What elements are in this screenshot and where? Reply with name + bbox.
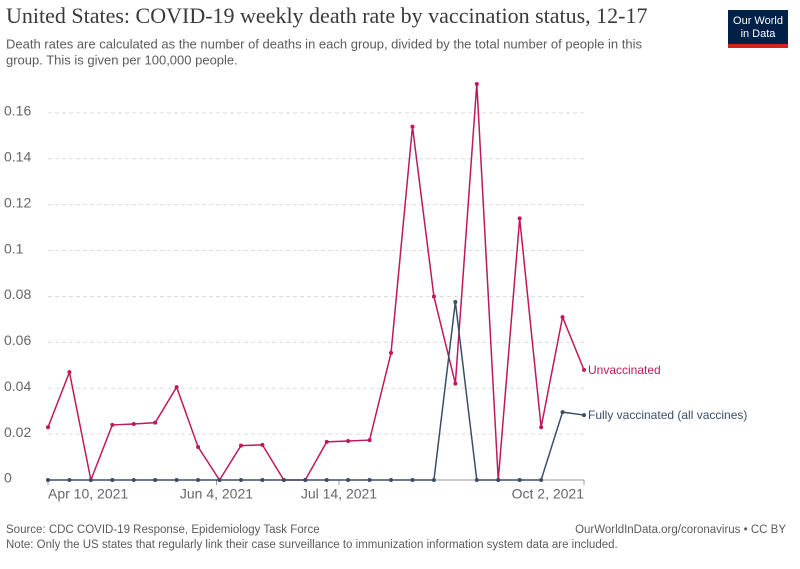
data-point xyxy=(560,410,565,415)
data-point xyxy=(46,425,50,430)
data-point xyxy=(238,443,243,448)
data-point xyxy=(324,439,329,444)
x-tick-label: Oct 2, 2021 xyxy=(512,486,585,502)
data-point xyxy=(410,124,415,129)
data-point xyxy=(260,478,265,482)
data-point xyxy=(260,442,265,447)
data-point xyxy=(131,478,136,482)
chart-title: United States: COVID-19 weekly death rat… xyxy=(6,3,648,28)
y-tick-label: 0.12 xyxy=(4,194,31,210)
y-tick-label: 0 xyxy=(4,470,12,486)
data-point xyxy=(174,478,179,482)
data-point xyxy=(281,478,286,482)
data-point xyxy=(174,385,179,390)
data-point xyxy=(517,216,522,221)
data-point xyxy=(110,478,115,482)
data-point xyxy=(453,381,458,386)
y-tick-label: 0.02 xyxy=(4,424,31,440)
x-tick-label: Jul 14, 2021 xyxy=(301,486,377,502)
data-point xyxy=(238,478,243,482)
data-point xyxy=(517,478,522,482)
subtitle: Death rates are calculated as the number… xyxy=(6,36,642,51)
x-tick-label: Jun 4, 2021 xyxy=(180,486,253,502)
data-point xyxy=(389,350,394,355)
data-point xyxy=(67,370,72,375)
y-tick-label: 0.14 xyxy=(4,148,31,164)
data-point xyxy=(67,478,72,482)
data-point xyxy=(153,478,158,482)
data-point xyxy=(453,299,458,304)
data-point xyxy=(367,438,372,443)
x-tick-label: Apr 10, 2021 xyxy=(48,486,128,502)
logo-bar xyxy=(728,44,788,48)
data-point xyxy=(110,422,115,427)
data-point xyxy=(539,478,544,482)
y-tick-label: 0.06 xyxy=(4,332,31,348)
data-point xyxy=(496,478,501,482)
data-point xyxy=(539,425,544,430)
source: Source: CDC COVID-19 Response, Epidemiol… xyxy=(6,524,320,536)
data-point xyxy=(217,478,222,482)
url[interactable]: OurWorldInData.org/coronavirus • CC BY xyxy=(575,524,786,536)
data-point xyxy=(431,478,436,482)
logo-text: in Data xyxy=(741,28,777,40)
y-tick-label: 0.1 xyxy=(4,240,24,256)
data-point xyxy=(346,438,351,443)
data-point xyxy=(582,367,586,372)
series-label: Fully vaccinated (all vaccines) xyxy=(588,408,747,422)
series-line xyxy=(47,83,585,483)
data-point xyxy=(196,444,201,449)
y-tick-label: 0.08 xyxy=(4,286,31,302)
data-point xyxy=(303,478,308,482)
y-tick-label: 0.16 xyxy=(4,103,31,119)
subtitle: group. This is given per 100,000 people. xyxy=(6,52,238,67)
data-point xyxy=(324,478,329,482)
data-point xyxy=(153,420,158,425)
data-point xyxy=(582,413,586,418)
series-label: Unvaccinated xyxy=(588,363,661,377)
data-point xyxy=(88,478,93,482)
logo-box xyxy=(728,10,788,44)
data-point xyxy=(46,478,50,482)
data-point xyxy=(431,294,436,299)
data-point xyxy=(410,478,415,482)
data-point xyxy=(346,478,351,482)
data-point xyxy=(196,478,201,482)
data-point xyxy=(131,422,136,427)
y-tick-label: 0.04 xyxy=(4,378,31,394)
data-point xyxy=(560,315,565,320)
series-line xyxy=(48,301,585,481)
data-point xyxy=(474,81,479,86)
logo-text: Our World xyxy=(733,15,783,27)
note: Note: Only the US states that regularly … xyxy=(6,539,618,551)
data-point xyxy=(474,478,479,482)
logo[interactable]: Our World in Data xyxy=(728,10,788,48)
data-point xyxy=(389,478,394,482)
data-point xyxy=(367,478,372,482)
